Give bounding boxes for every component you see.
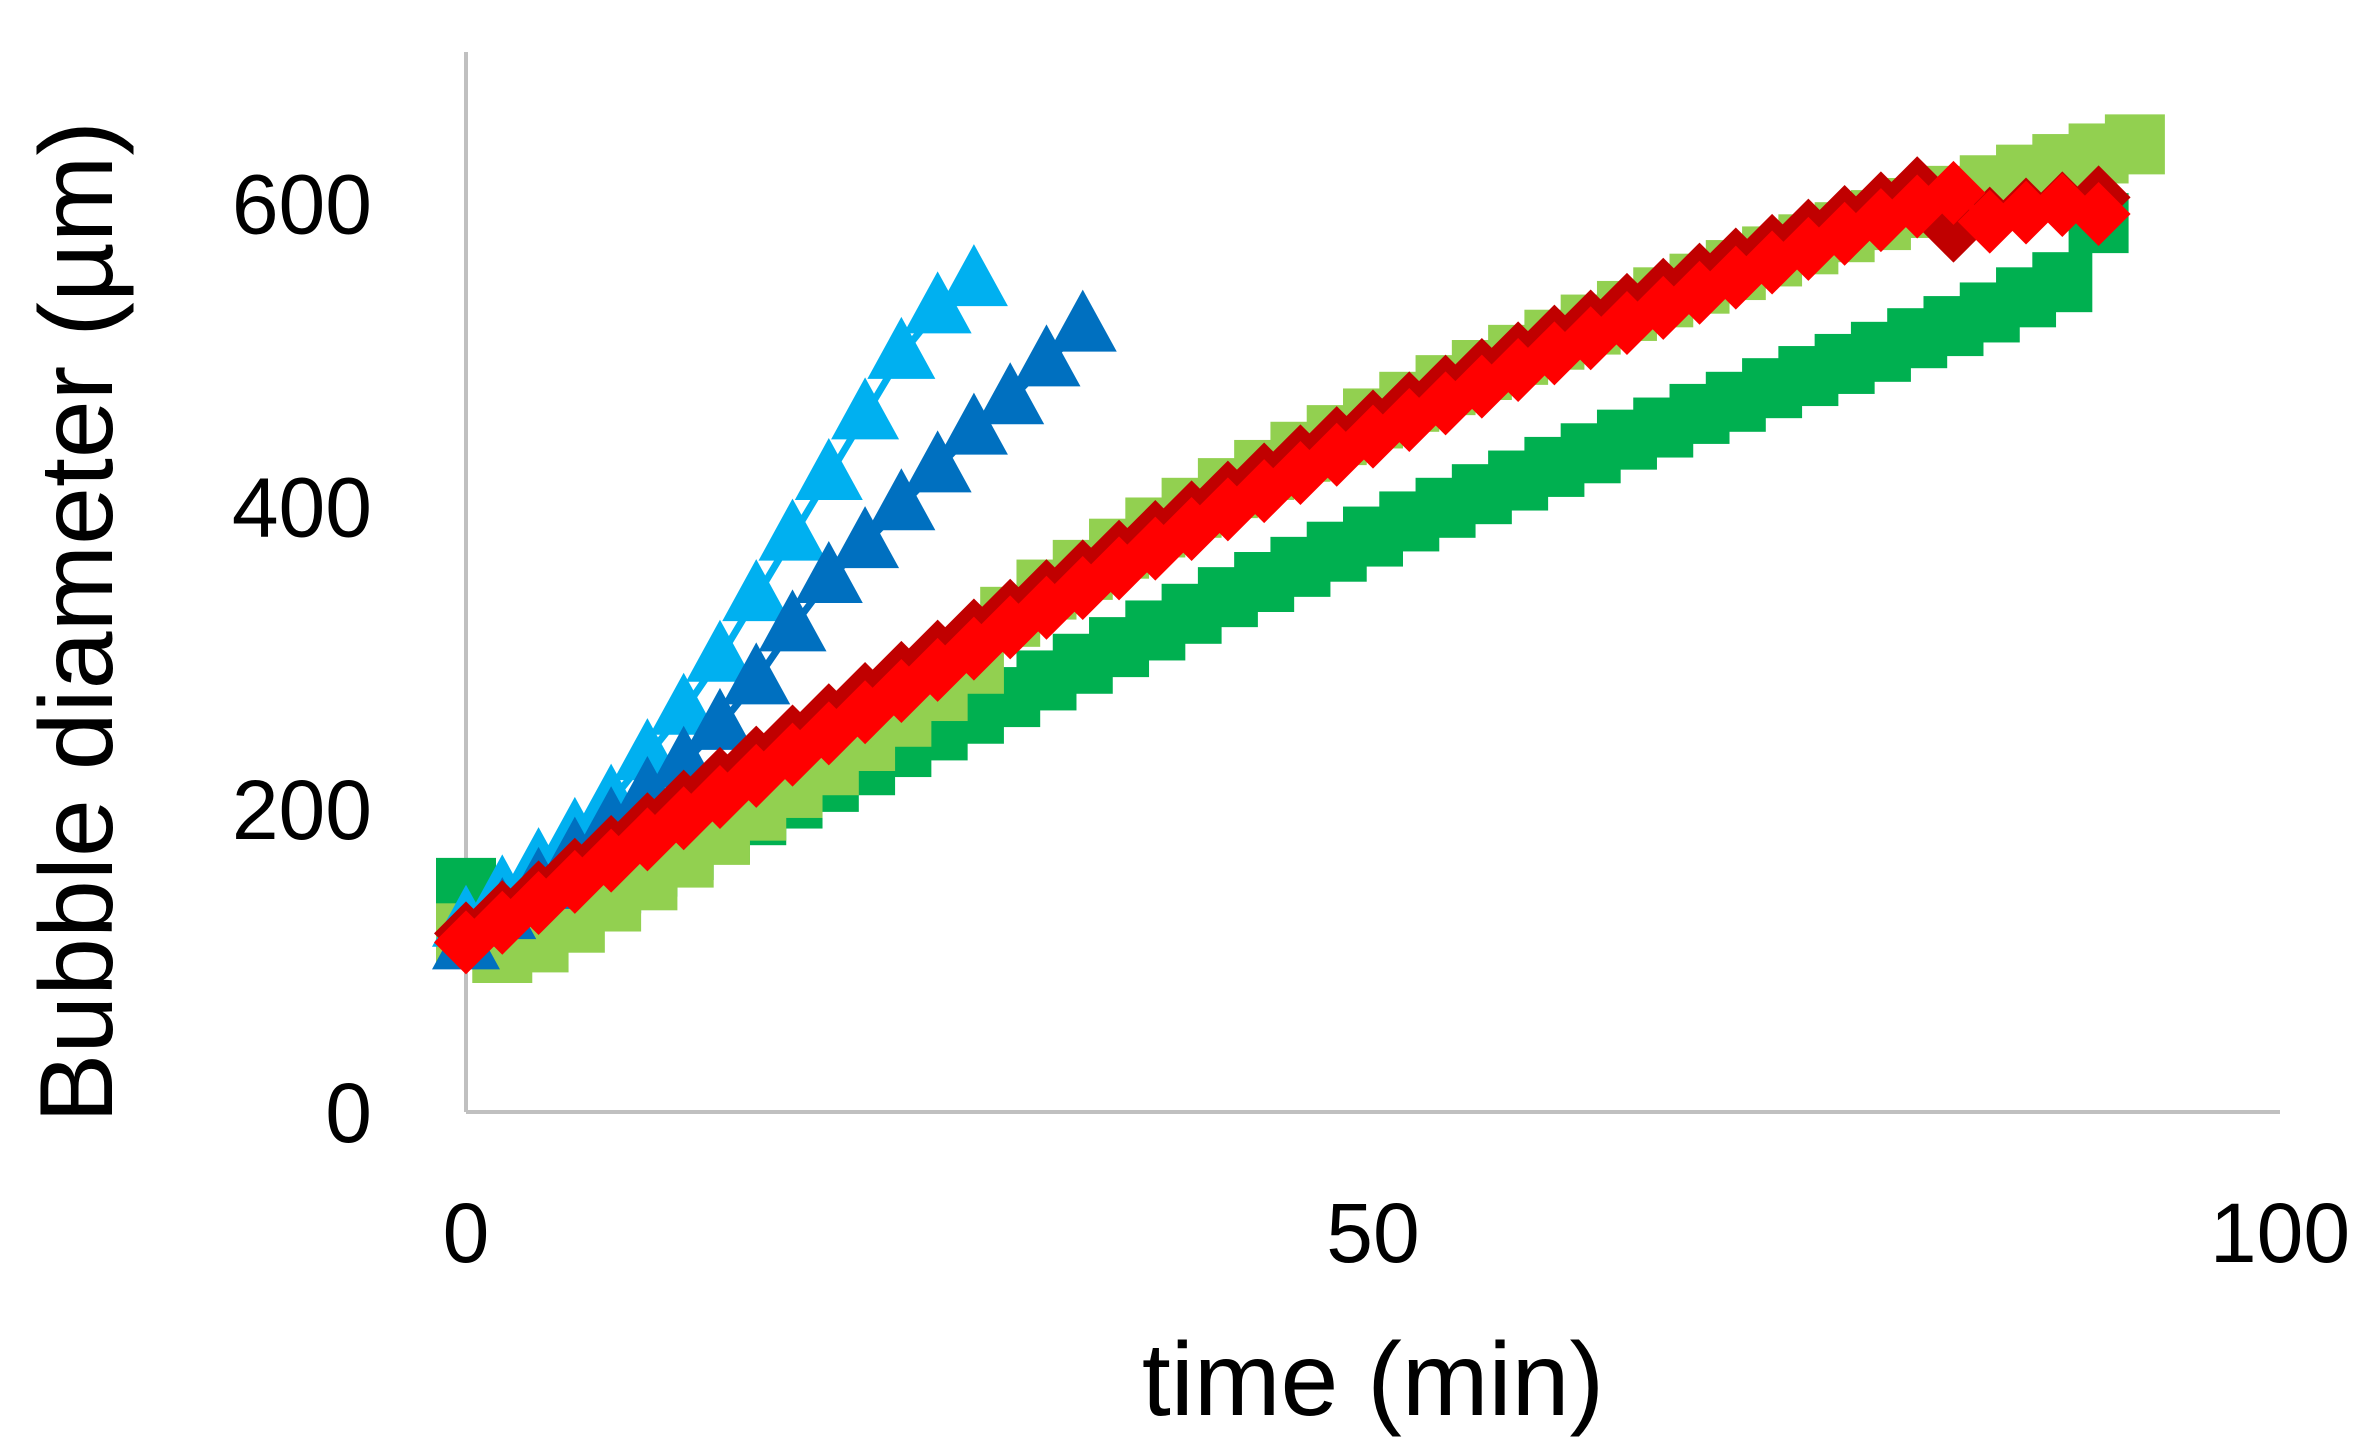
data-point (722, 559, 791, 622)
data-point (685, 687, 754, 750)
data-point (1012, 324, 1081, 387)
data-point (903, 430, 972, 493)
data-point (794, 438, 863, 500)
data-point (758, 498, 827, 561)
x-tick-label: 0 (443, 1186, 490, 1280)
data-point (903, 271, 972, 334)
data-point (2104, 114, 2165, 175)
data-point (1921, 160, 1986, 225)
x-tick-label: 50 (1326, 1186, 1419, 1280)
chart-marks (432, 114, 2165, 983)
x-tick-label: 100 (2210, 1186, 2350, 1280)
data-point (939, 244, 1008, 307)
data-point (2066, 182, 2131, 247)
data-point (831, 506, 900, 569)
data-point (831, 377, 900, 440)
y-tick-label: 200 (232, 763, 372, 857)
y-tick-label: 400 (232, 460, 372, 554)
data-point (976, 362, 1045, 425)
y-axis-title: Bubble diameter (µm) (19, 121, 135, 1123)
data-point (2032, 252, 2093, 313)
y-tick-label: 0 (325, 1066, 372, 1160)
data-point (722, 642, 791, 705)
data-point (867, 316, 936, 379)
x-axis-title: time (min) (1142, 1322, 1604, 1438)
data-point (758, 589, 827, 652)
tick-labels: 0 200 400 600 0 50 100 (232, 157, 2350, 1280)
data-point (1048, 289, 1117, 352)
data-point (685, 619, 754, 682)
data-point (794, 540, 863, 603)
y-tick-label: 600 (232, 157, 372, 251)
data-point (470, 890, 535, 955)
series-6 (434, 160, 2131, 975)
data-point (649, 672, 718, 735)
data-point (867, 468, 936, 531)
data-point (939, 392, 1008, 455)
